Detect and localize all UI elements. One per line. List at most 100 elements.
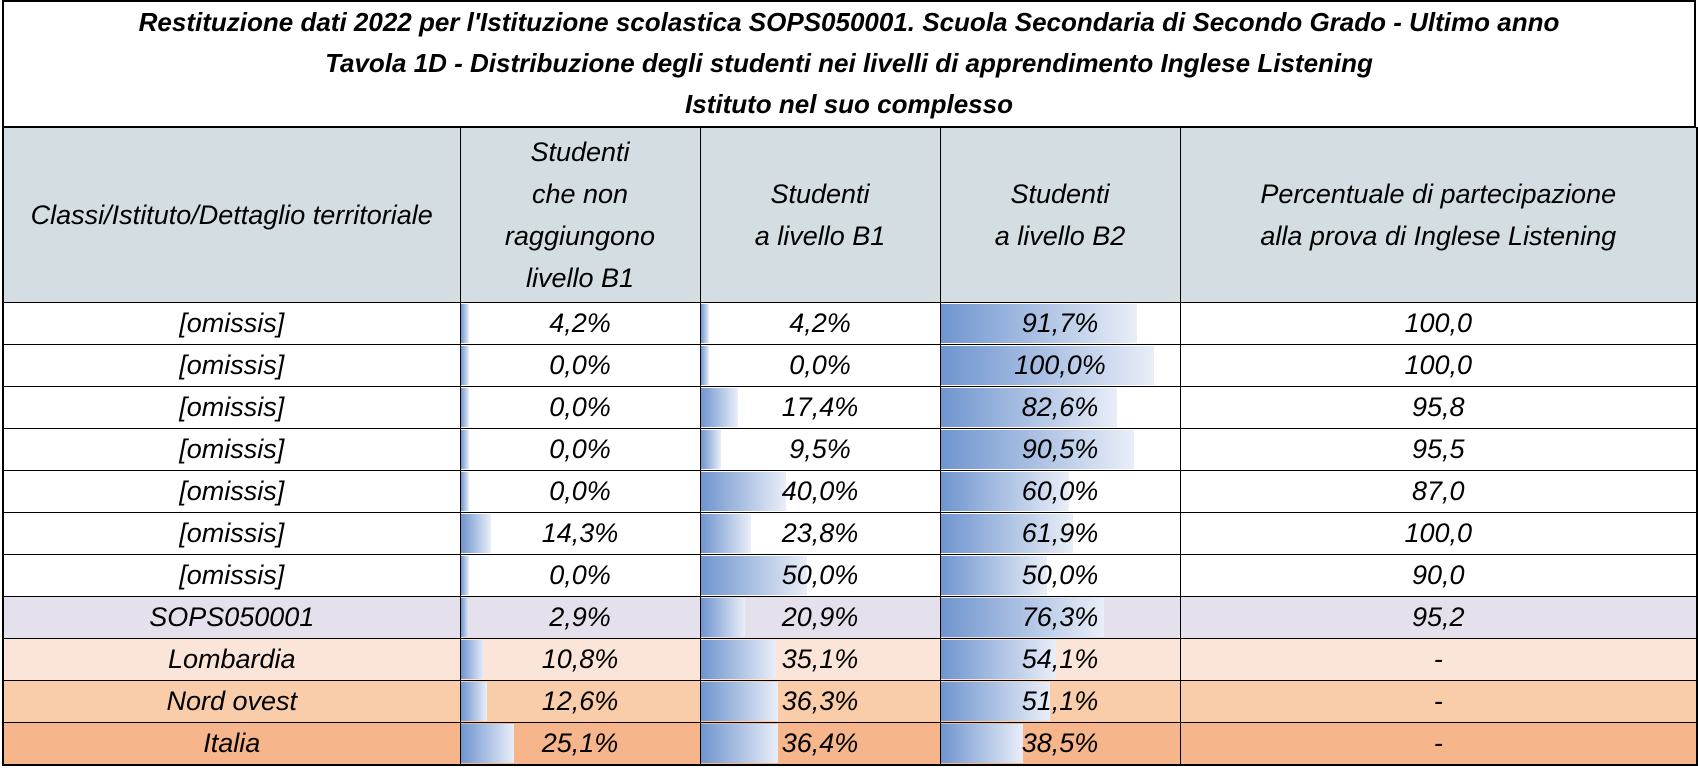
row-label: Italia (2, 722, 461, 766)
table-row: [omissis] 14,3% 23,8% 61,9% 100,0 (2, 512, 1698, 555)
cell-b2: 60,0% (939, 470, 1181, 513)
cell-below-b1: 25,1% (459, 722, 701, 766)
row-label: Lombardia (2, 638, 461, 681)
row-label: Nord ovest (2, 680, 461, 723)
cell-participation: 100,0 (1179, 512, 1698, 555)
data-bar-b2 (940, 304, 1137, 343)
value-b1: 50,0% (781, 560, 859, 590)
distribution-table: Classi/Istituto/Dettaglio territoriale S… (2, 127, 1698, 766)
cell-b2: 51,1% (939, 680, 1181, 723)
data-bar-b1 (700, 598, 746, 637)
cell-below-b1: 0,0% (459, 344, 701, 387)
cell-below-b1: 4,2% (459, 302, 701, 345)
cell-b2: 100,0% (939, 344, 1181, 387)
row-label: [omissis] (2, 344, 461, 387)
table-row: [omissis] 0,0% 0,0% 100,0% 100,0 (2, 344, 1698, 387)
cell-participation: 95,2 (1179, 596, 1698, 639)
data-bar-b2 (940, 388, 1118, 427)
header-participation: Percentuale di partecipazione alla prova … (1179, 127, 1698, 303)
cell-b1: 0,0% (699, 344, 941, 387)
data-bar-b2 (940, 724, 1023, 763)
table-row: [omissis] 0,0% 9,5% 90,5% 95,5 (2, 428, 1698, 471)
table-header-row: Classi/Istituto/Dettaglio territoriale S… (2, 127, 1698, 303)
cell-b1: 40,0% (699, 470, 941, 513)
cell-b2: 91,7% (939, 302, 1181, 345)
data-bar-below-b1 (460, 430, 469, 469)
value-below-b1: 0,0% (549, 476, 611, 506)
value-b2: 91,7% (1021, 308, 1099, 338)
value-below-b1: 14,3% (541, 518, 619, 548)
value-below-b1: 0,0% (549, 350, 611, 380)
data-bar-b1 (700, 640, 776, 679)
cell-participation: 87,0 (1179, 470, 1698, 513)
table-row: [omissis] 0,0% 40,0% 60,0% 87,0 (2, 470, 1698, 513)
data-bar-b2 (940, 346, 1155, 385)
cell-b1: 50,0% (699, 554, 941, 597)
row-label: [omissis] (2, 386, 461, 429)
cell-below-b1: 0,0% (459, 386, 701, 429)
cell-below-b1: 12,6% (459, 680, 701, 723)
cell-b1: 20,9% (699, 596, 941, 639)
value-b1: 35,1% (781, 644, 859, 674)
data-bar-b2 (940, 514, 1073, 553)
value-b2: 100,0% (1014, 350, 1106, 380)
data-bar-b2 (940, 556, 1048, 595)
data-bar-below-b1 (460, 346, 469, 385)
value-b2: 38,5% (1021, 728, 1099, 758)
data-bar-b2 (940, 472, 1069, 511)
cell-participation: - (1179, 680, 1698, 723)
header-classes: Classi/Istituto/Dettaglio territoriale (2, 127, 461, 303)
cell-below-b1: 0,0% (459, 470, 701, 513)
value-b1: 0,0% (789, 350, 851, 380)
data-bar-b2 (940, 430, 1135, 469)
report-title: Restituzione dati 2022 per l'Istituzione… (138, 7, 1560, 37)
value-b2: 76,3% (1021, 602, 1099, 632)
row-label: [omissis] (2, 302, 461, 345)
value-below-b1: 10,8% (541, 644, 619, 674)
data-bar-b1 (700, 388, 738, 427)
cell-b2: 61,9% (939, 512, 1181, 555)
cell-below-b1: 2,9% (459, 596, 701, 639)
header-b1: Studenti a livello B1 (699, 127, 941, 303)
cell-b2: 54,1% (939, 638, 1181, 681)
table-row: Nord ovest 12,6% 36,3% 51,1% - (2, 680, 1698, 723)
data-bar-b1 (700, 304, 710, 343)
row-label: [omissis] (2, 428, 461, 471)
cell-participation: 100,0 (1179, 302, 1698, 345)
cell-b1: 17,4% (699, 386, 941, 429)
value-below-b1: 0,0% (549, 560, 611, 590)
data-bar-b2 (940, 598, 1104, 637)
data-bar-b1 (700, 556, 808, 595)
cell-b2: 76,3% (939, 596, 1181, 639)
value-below-b1: 12,6% (541, 686, 619, 716)
data-bar-b2 (940, 682, 1050, 721)
data-bar-below-b1 (460, 472, 469, 511)
data-bar-b1 (700, 682, 779, 721)
row-label: [omissis] (2, 554, 461, 597)
cell-participation: - (1179, 722, 1698, 766)
header-below-b1: Studenti che non raggiungono livello B1 (459, 127, 701, 303)
value-b2: 50,0% (1021, 560, 1099, 590)
cell-below-b1: 10,8% (459, 638, 701, 681)
value-below-b1: 25,1% (541, 728, 619, 758)
value-b1: 4,2% (789, 308, 851, 338)
data-bar-b1 (700, 472, 787, 511)
value-b2: 60,0% (1021, 476, 1099, 506)
value-b2: 61,9% (1021, 518, 1099, 548)
value-below-b1: 2,9% (549, 602, 611, 632)
table-row: SOPS050001 2,9% 20,9% 76,3% 95,2 (2, 596, 1698, 639)
data-bar-b1 (700, 346, 709, 385)
value-b1: 20,9% (781, 602, 859, 632)
value-b1: 40,0% (781, 476, 859, 506)
cell-below-b1: 0,0% (459, 428, 701, 471)
value-b2: 90,5% (1021, 434, 1099, 464)
cell-b2: 38,5% (939, 722, 1181, 766)
cell-participation: 90,0 (1179, 554, 1698, 597)
data-bar-below-b1 (460, 598, 469, 637)
data-bar-below-b1 (460, 682, 488, 721)
cell-b1: 36,3% (699, 680, 941, 723)
value-b1: 17,4% (781, 392, 859, 422)
cell-b1: 23,8% (699, 512, 941, 555)
cell-b1: 36,4% (699, 722, 941, 766)
